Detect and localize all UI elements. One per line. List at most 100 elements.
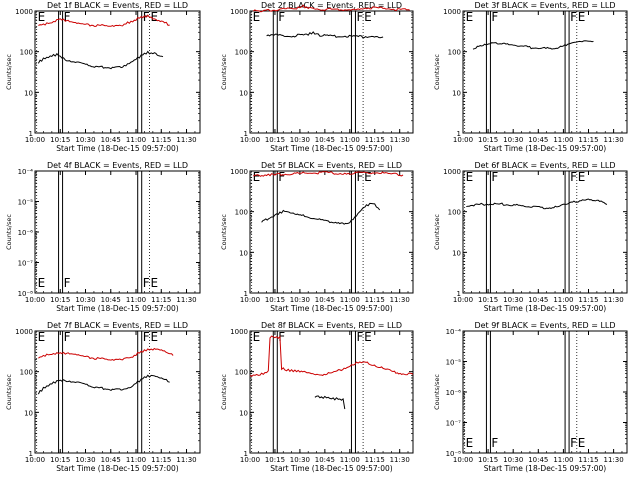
chart-6-title: Det 6f BLACK = Events, RED = LLD bbox=[474, 161, 615, 170]
chart-8-marker-label-3: E bbox=[364, 330, 372, 344]
chart-1-ytick-label-2: 100 bbox=[20, 49, 33, 57]
chart-1-xlabel: Start Time (18-Dec-15 09:57:00) bbox=[56, 144, 178, 153]
chart-1-xtick-label-1: 10:15 bbox=[50, 136, 70, 144]
chart-2-xtick-label-0: 10:00 bbox=[240, 136, 260, 144]
chart-6-xtick-label-6: 11:30 bbox=[604, 296, 624, 304]
chart-7-series-black bbox=[37, 374, 170, 395]
chart-7-title: Det 7f BLACK = Events, RED = LLD bbox=[47, 321, 188, 330]
chart-7-series-red bbox=[38, 347, 174, 361]
chart-5-xtick-label-6: 11:30 bbox=[390, 296, 410, 304]
chart-4-ytick-label-1: 10⁻⁷ bbox=[18, 260, 34, 268]
chart-4-ytick-label-2: 10⁻⁶ bbox=[18, 229, 34, 237]
chart-7-marker-label-3: E bbox=[150, 330, 158, 344]
chart-6-ylabel: Counts/sec bbox=[433, 214, 441, 250]
chart-5-frame bbox=[249, 170, 414, 294]
chart-9-ytick-label-1: 10⁻⁷ bbox=[446, 420, 462, 428]
chart-2-marker-label-1: F bbox=[278, 10, 285, 24]
chart-2-ylabel: Counts/sec bbox=[220, 54, 228, 90]
chart-4-ytick-label-0: 10⁻⁸ bbox=[18, 290, 34, 298]
chart-4: Det 4f BLACK = Events, RED = LLD 10⁻⁸ 10⁻⁷… bbox=[5, 161, 201, 313]
chart-3-ytick-label-3: 1000 bbox=[443, 8, 461, 16]
chart-6-marker-label-1: F bbox=[491, 170, 498, 184]
chart-2-xtick-label-4: 11:00 bbox=[340, 136, 360, 144]
chart-5-ytick-label-3: 1000 bbox=[230, 168, 248, 176]
chart-7-marker-label-2: F bbox=[143, 330, 150, 344]
chart-3-marker-label-2: F bbox=[570, 10, 577, 24]
chart-2-frame bbox=[249, 10, 414, 134]
chart-9-xtick-label-1: 10:15 bbox=[478, 456, 498, 464]
chart-8-ytick-label-0: 1 bbox=[244, 450, 248, 458]
chart-4-xtick-label-0: 10:00 bbox=[25, 296, 45, 304]
chart-6-marker-label-0: E bbox=[466, 170, 474, 184]
chart-6-ytick-label-1: 10 bbox=[452, 249, 461, 257]
chart-7-xtick-label-5: 11:15 bbox=[151, 456, 171, 464]
chart-8-xlabel: Start Time (18-Dec-15 09:57:00) bbox=[270, 464, 392, 473]
chart-1-title: Det 1f BLACK = Events, RED = LLD bbox=[47, 1, 188, 10]
chart-5-xlabel: Start Time (18-Dec-15 09:57:00) bbox=[270, 304, 392, 313]
chart-1-frame bbox=[34, 10, 201, 134]
chart-2: Det 2f BLACK = Events, RED = LLD 1 10 100 10… bbox=[220, 1, 414, 153]
chart-9-xtick-label-2: 10:30 bbox=[503, 456, 523, 464]
chart-6-xtick-label-3: 10:45 bbox=[528, 296, 548, 304]
chart-6-xtick-label-1: 10:15 bbox=[478, 296, 498, 304]
chart-9-marker-label-2: F bbox=[570, 436, 577, 450]
chart-7-ytick-label-2: 100 bbox=[20, 369, 33, 377]
chart-2-ytick-label-0: 1 bbox=[244, 130, 248, 138]
chart-9-title: Det 9f BLACK = Events, RED = LLD bbox=[474, 321, 615, 330]
chart-5-xtick-label-3: 10:45 bbox=[315, 296, 335, 304]
chart-1-xtick-label-6: 11:30 bbox=[176, 136, 196, 144]
chart-9-xtick-label-3: 10:45 bbox=[528, 456, 548, 464]
chart-7-ytick-label-1: 10 bbox=[24, 409, 33, 417]
chart-9-ytick-label-3: 10⁻⁵ bbox=[446, 359, 462, 367]
chart-9-marker-label-3: E bbox=[578, 436, 586, 450]
chart-3-frame bbox=[462, 10, 628, 134]
chart-6-marker-label-2: F bbox=[570, 170, 577, 184]
chart-5-marker-label-1: F bbox=[278, 170, 285, 184]
chart-8-ytick-label-3: 1000 bbox=[230, 328, 248, 336]
chart-9-xtick-label-0: 10:00 bbox=[453, 456, 473, 464]
chart-1-marker-label-3: E bbox=[150, 10, 158, 24]
chart-2-marker-label-3: E bbox=[364, 10, 372, 24]
chart-3-marker-label-1: F bbox=[491, 10, 498, 24]
chart-5-ytick-label-0: 1 bbox=[244, 290, 248, 298]
chart-2-series-red bbox=[253, 4, 410, 13]
chart-9-marker-label-0: E bbox=[466, 436, 474, 450]
chart-3: Det 3f BLACK = Events, RED = LLD 1 10 100 10… bbox=[433, 1, 628, 153]
chart-8-xtick-label-2: 10:30 bbox=[290, 456, 310, 464]
chart-4-ytick-label-3: 10⁻⁵ bbox=[18, 199, 34, 207]
chart-5-ytick-label-1: 10 bbox=[239, 249, 248, 257]
chart-3-xtick-label-5: 11:15 bbox=[578, 136, 598, 144]
chart-7-xtick-label-4: 11:00 bbox=[126, 456, 146, 464]
chart-4-xtick-label-6: 11:30 bbox=[176, 296, 196, 304]
chart-1-ylabel: Counts/sec bbox=[5, 54, 13, 90]
chart-3-marker-label-3: E bbox=[578, 10, 586, 24]
chart-7-marker-label-0: E bbox=[38, 330, 46, 344]
chart-4-xtick-label-5: 11:15 bbox=[151, 296, 171, 304]
chart-7-ylabel: Counts/sec bbox=[5, 374, 13, 410]
chart-5-marker-label-0: E bbox=[253, 170, 261, 184]
chart-4-xtick-label-2: 10:30 bbox=[75, 296, 95, 304]
chart-6-ytick-label-3: 1000 bbox=[443, 168, 461, 176]
chart-6-frame bbox=[462, 170, 628, 294]
chart-5-xtick-label-4: 11:00 bbox=[340, 296, 360, 304]
chart-5-ytick-label-2: 100 bbox=[235, 209, 248, 217]
chart-8-ytick-label-1: 10 bbox=[239, 409, 248, 417]
chart-5-xtick-label-5: 11:15 bbox=[365, 296, 385, 304]
chart-4-ylabel: Counts/sec bbox=[5, 214, 13, 250]
chart-7-ytick-label-0: 1 bbox=[29, 450, 33, 458]
chart-5-series-black bbox=[261, 202, 381, 225]
chart-4-marker-label-3: E bbox=[150, 276, 158, 290]
chart-5-marker-label-3: E bbox=[364, 170, 372, 184]
chart-8-ylabel: Counts/sec bbox=[220, 374, 228, 410]
chart-2-xtick-label-1: 10:15 bbox=[265, 136, 285, 144]
chart-9-frame bbox=[462, 330, 628, 454]
chart-5-series-red bbox=[253, 171, 404, 177]
chart-4-xlabel: Start Time (18-Dec-15 09:57:00) bbox=[56, 304, 178, 313]
chart-3-ylabel: Counts/sec bbox=[433, 54, 441, 90]
chart-5-title: Det 5f BLACK = Events, RED = LLD bbox=[261, 161, 402, 170]
chart-7-ytick-label-3: 1000 bbox=[15, 328, 33, 336]
chart-5-xtick-label-2: 10:30 bbox=[290, 296, 310, 304]
chart-6-ytick-label-2: 100 bbox=[448, 209, 461, 217]
